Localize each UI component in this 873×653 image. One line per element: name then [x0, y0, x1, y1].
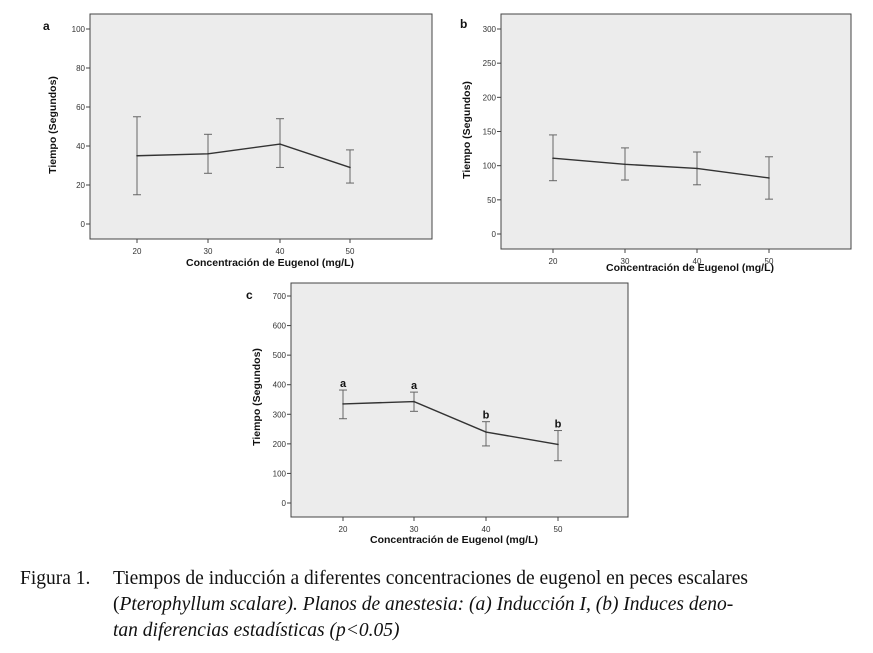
y-tick-label: 0 — [282, 499, 287, 508]
plot-area — [290, 282, 629, 518]
chart-panel-c: c 0 100 200 300 400 500 600 700 20 30 40 50 Concentra… — [246, 282, 629, 546]
caption-after-species: ). Planos de anestesia: (a) Inducción I,… — [286, 594, 734, 615]
y-tick-label: 50 — [487, 196, 496, 205]
x-tick-label: 30 — [204, 247, 213, 256]
y-axis-title: Tiempo (Segundos) — [47, 76, 59, 174]
y-axis-title: Tiempo (Segundos) — [461, 81, 473, 179]
data-point — [552, 157, 554, 159]
data-point — [413, 400, 415, 403]
y-tick-label: 400 — [273, 381, 287, 390]
series-line — [552, 157, 770, 179]
panel-label: c — [246, 288, 253, 302]
y-tick-label: 100 — [273, 469, 287, 478]
caption-species: Pterophyllum scalare — [119, 594, 287, 615]
y-tick-label: 20 — [76, 181, 85, 190]
y-tick-label: 40 — [76, 142, 85, 151]
y-tick-label: 100 — [483, 162, 497, 171]
data-point — [696, 167, 698, 170]
data-point — [349, 166, 351, 169]
caption-label: Figura 1. — [20, 568, 91, 589]
x-axis-title: Concentración de Eugenol (mg/L) — [370, 534, 538, 546]
x-tick-label: 30 — [621, 257, 630, 266]
x-tick-label: 40 — [482, 525, 491, 534]
series-line — [136, 143, 351, 169]
data-point — [768, 177, 770, 179]
y-tick-label: 250 — [483, 59, 497, 68]
data-point — [279, 143, 281, 145]
x-tick-label: 50 — [765, 257, 774, 266]
data-point — [136, 154, 138, 157]
y-tick-label: 600 — [273, 322, 287, 331]
x-tick-label: 50 — [346, 247, 355, 256]
caption-text: Tiempos de inducción a diferentes concen… — [113, 568, 748, 589]
panel-label: a — [43, 19, 50, 33]
y-tick-label: 0 — [492, 230, 497, 239]
panel-label: b — [460, 17, 467, 31]
data-point — [342, 403, 344, 405]
y-tick-label: 150 — [483, 128, 497, 137]
data-point — [207, 153, 209, 155]
x-tick-label: 20 — [133, 247, 142, 256]
significance-label: a — [340, 378, 347, 390]
significance-label: a — [411, 380, 418, 392]
figure-caption: Figura 1. Tiempos de inducción a diferen… — [20, 566, 868, 644]
significance-label: b — [483, 410, 490, 422]
y-tick-label: 100 — [72, 25, 86, 34]
y-tick-label: 0 — [81, 220, 86, 229]
x-tick-label: 30 — [410, 525, 419, 534]
significance-label: b — [555, 419, 562, 431]
y-tick-label: 700 — [273, 292, 287, 301]
caption-line-3: tan diferencias estadísticas (p<0.05) — [113, 620, 400, 641]
data-point — [485, 431, 487, 433]
caption-continuation: (Pterophyllum scalare). Planos de aneste… — [113, 592, 868, 618]
x-tick-label: 40 — [693, 257, 702, 266]
y-tick-label: 300 — [273, 410, 287, 419]
x-tick-label: 40 — [276, 247, 285, 256]
x-axis-title: Concentración de Eugenol (mg/L) — [186, 257, 354, 269]
data-point — [624, 163, 626, 166]
data-point — [557, 443, 559, 446]
x-tick-label: 20 — [339, 525, 348, 534]
x-tick-label: 20 — [549, 257, 558, 266]
plot-area — [89, 13, 433, 240]
y-tick-label: 500 — [273, 351, 287, 360]
y-tick-label: 200 — [273, 440, 287, 449]
series-line — [342, 400, 559, 446]
y-tick-label: 60 — [76, 103, 85, 112]
plot-area — [500, 13, 852, 250]
x-axis-title: Concentración de Eugenol (mg/L) — [606, 262, 774, 274]
y-tick-label: 200 — [483, 93, 497, 102]
caption-open-paren: ( — [113, 594, 120, 615]
y-axis-title: Tiempo (Segundos) — [251, 348, 263, 446]
y-tick-label: 80 — [76, 64, 85, 73]
x-tick-label: 50 — [554, 525, 563, 534]
y-tick-label: 300 — [483, 25, 497, 34]
